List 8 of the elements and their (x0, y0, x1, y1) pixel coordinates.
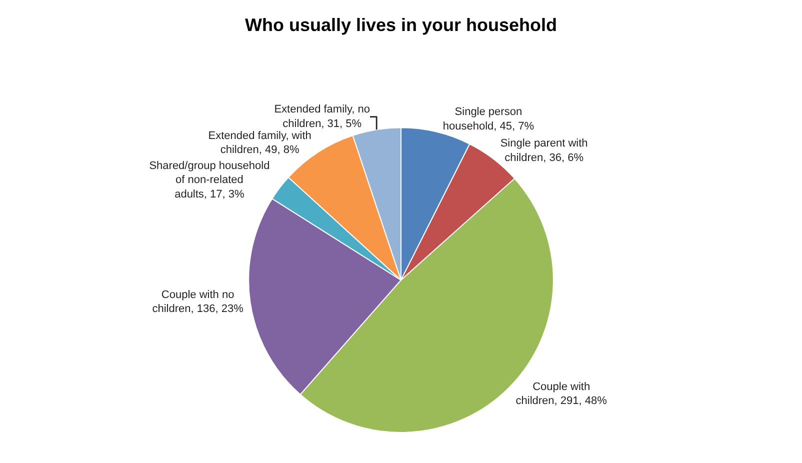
slice-label: Couple with no children, 136, 23% (152, 288, 244, 316)
slice-label: Single parent with children, 36, 6% (500, 138, 588, 164)
slice-label: Extended family, with children, 49, 8% (208, 130, 312, 156)
chart-title: Who usually lives in your household (244, 15, 558, 36)
slice-label: Shared/group household of non-related adults, 17, 3% (149, 160, 270, 200)
slice-label: Extended family, no children, 31, 5% (274, 104, 370, 130)
slice-label: Single person household, 45, 7% (442, 106, 534, 133)
slice-label: Couple with children, 291, 48% (516, 380, 608, 408)
